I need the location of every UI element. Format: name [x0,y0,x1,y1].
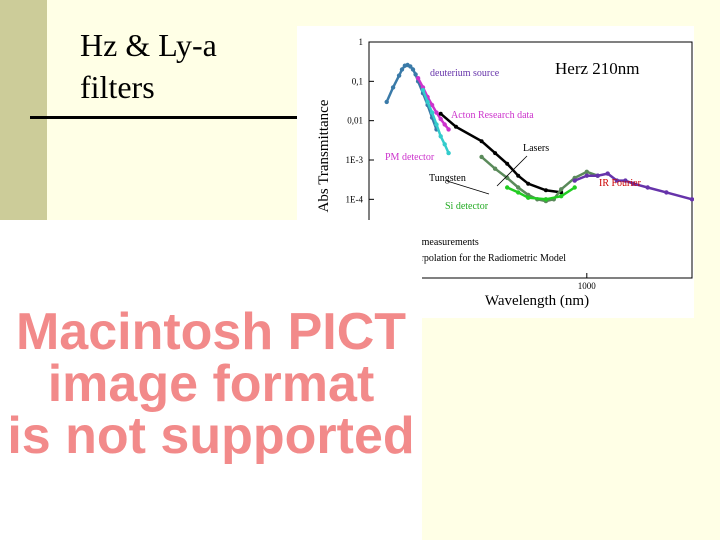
data-point-lasers [516,173,521,178]
x-tick-labels: 1000 [578,273,597,291]
legend-label-measurements: ROB-BISA measurements [373,237,479,248]
data-point-pm-detector [425,99,430,105]
slide-title: Hz & Ly-a filters [80,27,217,105]
data-point-tungsten [559,187,564,192]
data-point-ir-fourier [572,178,577,183]
data-point-deuterium-source [390,85,396,90]
series-ir-fourier [572,171,694,202]
data-point-lasers [454,124,458,129]
x-axis-label: Wavelength (nm) [485,293,589,309]
y-axis-label: Abs Transmittance [316,99,332,212]
data-point-lasers [505,161,510,166]
y-tick-label: 1 [359,37,364,47]
y-tick-label: 0,1 [352,76,363,86]
data-point-pm-detector [446,150,451,156]
annotation-deuterium-source: deuterium source [430,68,500,79]
data-point-lasers [479,139,484,144]
data-point-si-detector [526,195,531,200]
data-point-ir-fourier [664,190,669,195]
lasers-arrow [496,155,528,187]
data-point-si-detector [543,197,549,202]
annotation-pm-detector: PM detector [385,152,435,163]
annotation-acton-research-data: Acton Research data [451,110,534,121]
tungsten-arrow [446,180,490,195]
annotation-si-detector: Si detector [445,201,489,212]
data-point-deuterium-source [384,99,389,105]
data-point-acton-research-data [438,116,443,122]
data-point-acton-research-data [442,122,447,127]
sidebar-accent [0,0,47,220]
data-point-si-detector [505,185,510,190]
data-point-lasers [438,111,443,116]
data-point-tungsten [492,166,498,171]
data-point-deuterium-source [396,73,402,78]
data-point-pm-detector [420,87,426,93]
data-point-pm-detector [434,122,439,127]
data-point-pm-detector [438,134,443,139]
data-point-ir-fourier [623,178,628,183]
data-point-lasers [526,181,531,186]
data-point-acton-research-data [429,102,435,108]
data-point-pm-detector [429,110,435,115]
x-tick-label: 1000 [578,281,597,291]
data-point-deuterium-source [413,72,418,77]
pict-placeholder: Macintosh PICT image format is not suppo… [0,220,422,540]
data-point-acton-research-data [434,110,439,115]
series-line-ir-fourier [574,172,693,201]
series-si-detector [505,185,577,202]
annotation-layer: deuterium source Acton Research data PM … [385,68,642,212]
data-point-si-detector [516,190,521,195]
data-point-tungsten [516,185,521,190]
data-point-pm-detector [442,142,447,147]
data-point-ir-fourier [689,197,694,202]
data-point-deuterium-source [410,67,416,72]
data-point-deuterium-source [408,64,413,69]
legend-label-interpolation: Interpolation for the Radiometric Model [405,253,566,264]
data-point-ir-fourier [595,173,600,178]
series-pm-detector [420,87,451,156]
title-underline [30,116,298,119]
y-tick-label: 1E-4 [346,194,364,204]
data-point-ir-fourier [645,185,650,190]
data-point-lasers [493,151,498,156]
y-tick-label: 1E-3 [346,155,364,165]
data-point-ir-fourier [614,178,620,183]
data-point-tungsten [479,154,484,160]
data-point-ir-fourier [605,171,610,176]
chart-title: Herz 210nm [555,59,640,78]
data-point-tungsten [584,169,589,174]
series-lasers [438,111,564,195]
data-point-deuterium-source [399,67,405,72]
transmittance-chart: Herz 210nm Abs Transmittance Wavelength … [316,37,694,309]
data-point-lasers [543,188,548,193]
data-point-acton-research-data [415,76,421,81]
pict-unsupported-text: Macintosh PICT image format is not suppo… [7,303,415,465]
data-point-ir-fourier [584,173,589,178]
data-point-si-detector [572,185,577,190]
series-line-tungsten [480,155,599,203]
annotation-ir-fourier: IR Fourier [599,178,642,189]
data-point-ir-fourier [631,181,636,186]
data-point-si-detector [559,194,564,199]
annotation-tungsten: Tungsten [429,173,466,184]
y-tick-label: 0,01 [347,116,363,126]
annotation-lasers: Lasers [523,143,549,154]
data-point-acton-research-data [446,127,451,132]
series-layer [384,62,694,204]
